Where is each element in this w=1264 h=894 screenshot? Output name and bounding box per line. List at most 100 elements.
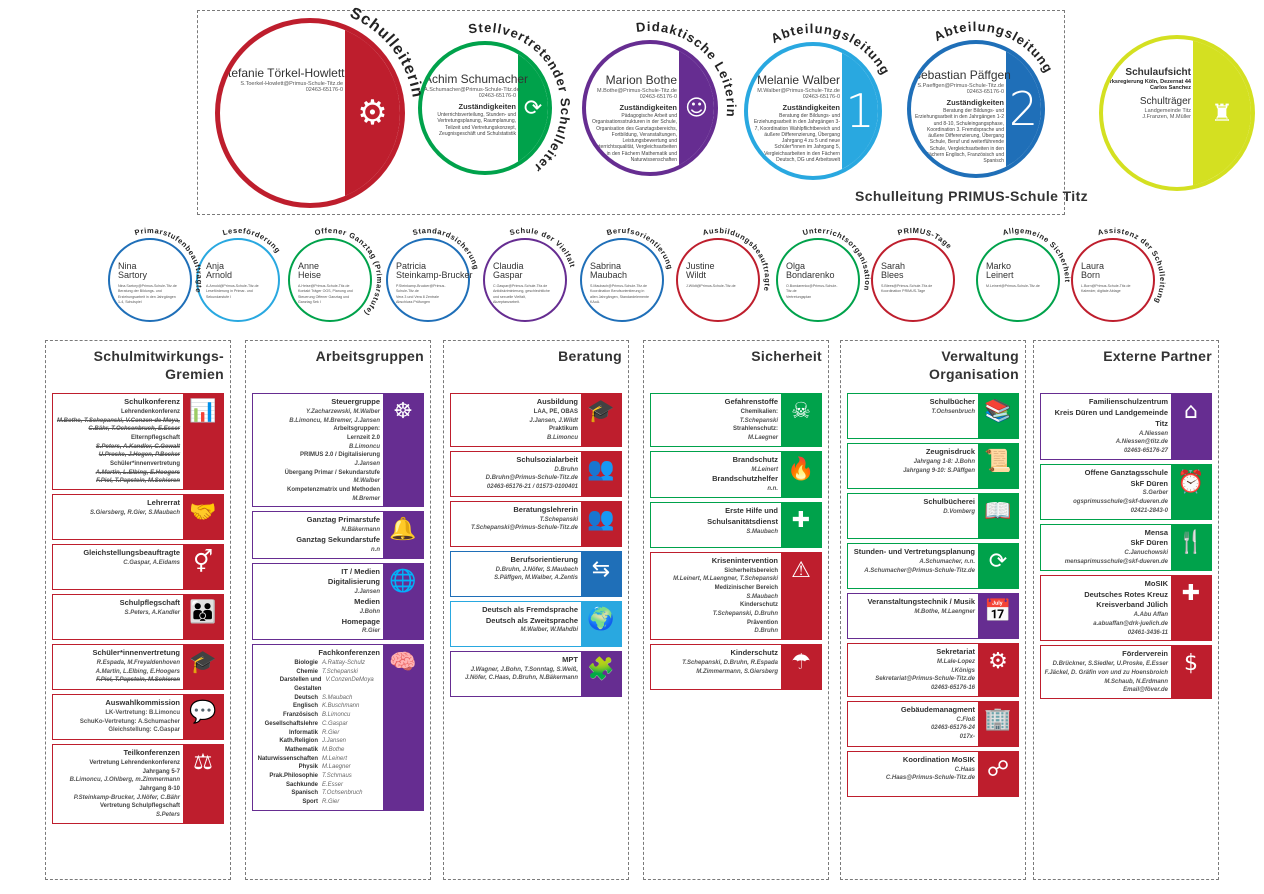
schulaufsicht-title: Schulaufsicht (1125, 67, 1191, 78)
leader-email[interactable]: S.Paeffgen@Primus-Schule-Titz.de (917, 82, 1004, 89)
leader-email[interactable]: S.Toerkel-Howlett@Primus-Schule-Titz.de (240, 80, 343, 87)
subject-lead: M.Laegner (322, 764, 351, 771)
leader-color-segment: 1 (842, 46, 878, 176)
staff-email[interactable]: M.Leinert@Primus-Schule-Titz.de (986, 284, 1040, 288)
leader-email[interactable]: M.Bothe@Primus-Schule-Titz.de (597, 87, 677, 94)
role-card[interactable]: Gleichstellungsbeauftragte C.Gaspar, A.Ei… (52, 544, 224, 591)
card-heading: MoSIK (1144, 578, 1168, 588)
role-card[interactable]: Offene Ganztagsschule SkF Düren S.Gerber og… (1040, 463, 1212, 520)
role-card[interactable]: Teilkonferenzen Vertretung Lehrendenkonfe… (52, 744, 224, 824)
role-card[interactable]: Fachkonferenzen Biologie A.Rattay-Schulz Ch… (252, 644, 424, 811)
role-card[interactable]: Förderverein D.Brückner, S.Siedler, U.Pro… (1040, 645, 1212, 699)
role-card[interactable]: Schulsozialarbeit D.Bruhn D.Bruhn@Primus-S… (450, 450, 622, 497)
role-card[interactable]: Lehrerrat S.Giersberg, R.Gier, S.Maubach 🤝 (52, 494, 224, 541)
card-line: A.Abu Affan (1133, 612, 1168, 619)
card-line: Y.Zacharzewski, M.Walber (305, 408, 380, 415)
column-title: Schulmitwirkungs- Gremien (93, 348, 224, 383)
staff-email[interactable]: Nina.Sartory@Primus-Schule-Titz.de (118, 284, 177, 288)
role-card[interactable]: IT / Medien Digitalisierung J.Jansen Medien… (252, 562, 424, 641)
role-card[interactable]: Deutsch als Fremdsprache Deutsch als Zwei… (450, 600, 622, 647)
role-card[interactable]: Schüler*innenvertretung R.Espada, M.Freya… (52, 644, 224, 691)
subject-lead: T.Ochsenbruch (322, 790, 363, 797)
clock-play-icon: ⏰ (1171, 464, 1211, 519)
card-line: S.Peters, A.Kandler (124, 609, 180, 616)
role-card[interactable]: Koordination MoSIK C.Haas C.Haas@Primus-Sc… (847, 750, 1019, 797)
globe-chat-icon: 🌍 (581, 601, 621, 646)
staff-description: Vera 3 und Vera 8 Zentrale Abschluss Prü… (396, 294, 439, 305)
role-card[interactable]: Gefahrenstoffe Chemikalien: T.Schepanski St… (650, 393, 822, 447)
leader-phone: 02463-65176-0 (966, 89, 1004, 96)
card-line: C.Januchowski (1124, 550, 1168, 557)
column-title: Arbeitsgruppen (315, 348, 424, 364)
role-card[interactable]: Krisenintervention Sicherheitsbereich M.Le… (650, 551, 822, 641)
svg-text:Primarstufenbeauftragte: Primarstufenbeauftragte (134, 226, 204, 294)
page-title: Schulleitung PRIMUS-Schule Titz (855, 188, 1089, 204)
card-line: T.Ochsenbruch (931, 408, 975, 415)
role-card[interactable]: MPT J.Wagner, J.Bohn, T.Sonntag, S.Weiß, J… (450, 650, 622, 697)
role-card[interactable]: Schulbücher T.Ochsenbruch 📚 (847, 393, 1019, 439)
leader-text: Marion Bothe M.Bothe@Primus-Schule-Titz.d… (588, 73, 677, 163)
role-card[interactable]: Veranstaltungstechnik / Musik M.Bothe, M.… (847, 593, 1019, 639)
role-card[interactable]: Mensa SkF Düren C.Januchowski mensaprimussc… (1040, 523, 1212, 571)
card-line: D.Bruhn, J.Nöfer, S.Maubach (495, 566, 578, 573)
staff-email[interactable]: A.Arnold@Primus-Schule-Titz.de (206, 284, 259, 288)
staff-email[interactable]: C.Gaspar@Primus-Schule-Titz.de (493, 284, 548, 288)
card-line: D.Bruhn (554, 466, 578, 473)
staff-circle: Olga Bondarenko O.Bondarenko@Primus-Schul… (776, 238, 860, 322)
counseling-icon: 👥 (581, 501, 621, 546)
staff-circle: Anne Heise A.Heise@Primus-Schule-Titz.de K… (288, 238, 372, 322)
role-card[interactable]: Berufsorientierung D.Bruhn, J.Nöfer, S.Ma… (450, 550, 622, 597)
leader-role-label: Stellvertretender Schulleiter (467, 20, 572, 176)
role-card[interactable]: Ausbildung LAA, PE, OBAS J.Jansen, J.Wildt… (450, 393, 622, 447)
card-heading: Familienschulzentrum (1088, 397, 1168, 406)
staff-email[interactable]: O.Bondarenko@Primus-Schule-Titz.de (786, 284, 838, 294)
card-text: Gebäudemanagment C.Floß 02463-65176-24 017x… (848, 702, 978, 746)
staff-email[interactable]: S.Blees@Primus-Schule-Titz.de (881, 284, 933, 288)
card-line: Lernzeit 2.0 (346, 434, 380, 441)
role-card[interactable]: Schulbücherei D.Vomberg 📖 (847, 493, 1019, 539)
staff-email[interactable]: S.Maubach@Primus-Schule-Titz.de (590, 284, 648, 288)
card-line: Chemikalien: (740, 408, 778, 415)
role-card[interactable]: Brandschutz M.Leinert Brandschutzhelfer n.n… (650, 450, 822, 498)
staff-role-label: PRIMUS-Tage (897, 226, 954, 251)
role-card[interactable]: MoSIK Deutsches Rotes Kreuz Kreisverband J… (1040, 574, 1212, 642)
staff-description: Koordination Berufsorientierung in allen… (590, 289, 649, 305)
role-card[interactable]: Zeugnisdruck Jahrgang 1-8: J.Bohn Jahrgang… (847, 443, 1019, 489)
role-card[interactable]: Beratungslehrerin T.Schepanski T.Schepansk… (450, 500, 622, 547)
role-card[interactable]: Ganztag Primarstufe N.Bäkermann Ganztag Se… (252, 511, 424, 559)
role-card[interactable]: Kinderschutz T.Schepanski, D.Bruhn, R.Esp… (650, 644, 822, 691)
role-card[interactable]: Sekretariat M.Lale-Lopez I.Königs Sekretari… (847, 643, 1019, 697)
subject-row: Naturwissenschaften M.Leinert (255, 755, 380, 764)
role-card[interactable]: Stunden- und Vertretungsplanung A.Schumac… (847, 543, 1019, 589)
role-card[interactable]: Auswahlkommission LK-Vertretung: B.Limonc… (52, 694, 224, 741)
role-card[interactable]: Steuergruppe Y.Zacharzewski, M.Walber B.Li… (252, 393, 424, 508)
card-heading: Schulkonferenz (124, 397, 180, 406)
subject-row: Biologie A.Rattay-Schulz (255, 659, 380, 668)
role-card[interactable]: Schulkonferenz Lehrendenkonferenz M.Bothe,… (52, 393, 224, 491)
staff-email[interactable]: J.Wildt@Primus-Schule-Titz.de (686, 284, 736, 288)
leader-color-segment: ⚙ (345, 23, 400, 203)
staff-email[interactable]: A.Heise@Primus-Schule-Titz.de (298, 284, 350, 288)
card-line: M.Laegner (747, 434, 778, 441)
leader-email[interactable]: M.Walber@Primus-Schule-Titz.de (757, 87, 840, 94)
role-card[interactable]: Erste Hilfe und Schulsanitätsdienst S.Maub… (650, 501, 822, 548)
role-card[interactable]: Gebäudemanagment C.Floß 02463-65176-24 017x… (847, 700, 1019, 747)
card-line: SchuKo-Vertretung: A.Schumacher (79, 718, 180, 725)
card-text: Brandschutz M.Leinert Brandschutzhelfer n.n… (651, 452, 781, 497)
card-line: SkF Düren (1130, 478, 1168, 488)
card-line: B.Limoncu (349, 443, 380, 450)
column-title: Sicherheit (751, 348, 822, 364)
role-card[interactable]: Schulpflegschaft S.Peters, A.Kandler 👪 (52, 594, 224, 641)
leader-text: Achim Schumacher A.Schumacher@Primus-Schu… (424, 72, 528, 137)
staff-email[interactable]: L.Born@Primus-Schule-Titz.de (1081, 284, 1131, 288)
staff-email[interactable]: P.Steinkamp-Brucker@Primus-Schule-Titz.d… (396, 284, 446, 294)
column-0: Schulmitwirkungs- Gremien Schulkonferenz L… (45, 340, 231, 880)
schultraeger-sub: Landgemeinde Titz (1144, 107, 1191, 114)
subject-row: Darstellen und Gestalten V.ConzenDeMoya (255, 676, 380, 693)
card-line: 02463-65176-24 (930, 725, 975, 732)
child-protection-icon: ☂ (781, 645, 821, 690)
leader-email[interactable]: A.Schumacher@Primus-Schule-Titz.de (424, 86, 520, 93)
graduation-cycle-icon: 🎓 (581, 394, 621, 446)
role-card[interactable]: Familienschulzentrum Kreis Düren und Land… (1040, 393, 1212, 460)
svg-text:Stellvertretender Schulleiter: Stellvertretender Schulleiter (467, 20, 573, 176)
